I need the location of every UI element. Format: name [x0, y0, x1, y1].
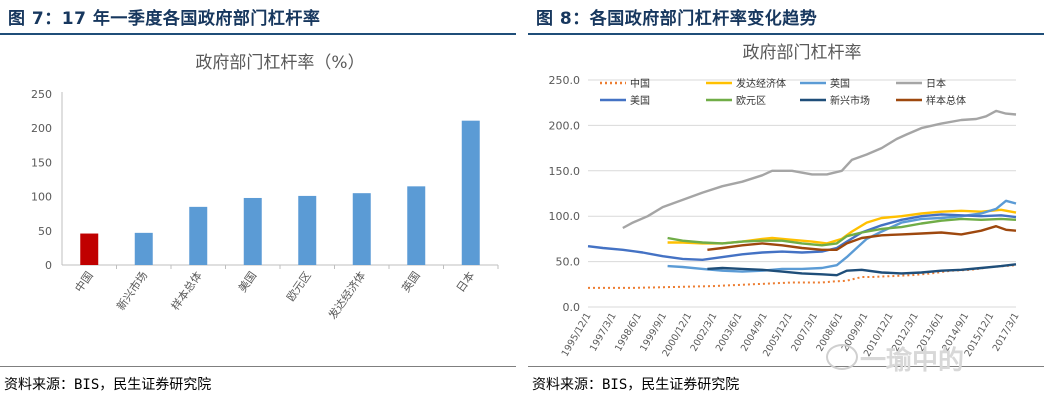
series-line-4 — [587, 213, 1017, 261]
y-tick-label: 0 — [45, 259, 52, 272]
x-category-label: 欧元区 — [284, 269, 314, 303]
chart-title: 政府部门杠杆率 — [743, 43, 862, 63]
series-line-6 — [707, 263, 1017, 277]
y-tick-label: 100.0 — [549, 210, 581, 223]
bar-6 — [407, 186, 426, 265]
bar-0 — [80, 233, 99, 265]
series-line-5 — [667, 217, 1017, 247]
legend-label: 新兴市场 — [830, 94, 870, 107]
footer-rule — [528, 366, 1044, 367]
y-tick-label: 100 — [31, 191, 52, 204]
bar-7 — [461, 120, 480, 266]
bar-chart: 政府部门杠杆率（%） 0 50 100 150 200 250 中国 新兴市场 样本总体 美国 欧元区… — [31, 53, 499, 322]
bar-1 — [134, 232, 153, 265]
series-line-3 — [622, 109, 1017, 230]
figure-8-title: 图 8：各国政府部门杠杆率变化趋势 — [536, 9, 818, 29]
figure-7-source: 资料来源：BIS，民生证券研究院 — [4, 377, 212, 393]
watermark-text: 一瑜中的 — [860, 346, 965, 376]
figure-7-title: 图 7：17 年一季度各国政府部门杠杆率 — [8, 9, 321, 29]
y-tick-label: 250.0 — [549, 74, 581, 87]
y-tick-label: 250 — [31, 88, 52, 101]
x-tick-label: 1995/12/1 — [560, 311, 594, 359]
y-tick-label: 150.0 — [549, 165, 581, 178]
y-tick-label: 50 — [38, 225, 52, 238]
legend-label: 美国 — [630, 94, 650, 107]
y-tick-label: 0.0 — [563, 301, 581, 314]
footer-rule — [0, 366, 516, 367]
legend-label: 欧元区 — [736, 95, 766, 107]
y-tick-label: 50.0 — [556, 256, 581, 269]
x-category-label: 中国 — [72, 269, 95, 294]
legend-label: 英国 — [830, 77, 850, 90]
x-category-label: 样本总体 — [168, 269, 205, 313]
wechat-watermark-icon — [826, 344, 858, 370]
x-category-label: 日本 — [453, 269, 477, 295]
chart-title: 政府部门杠杆率（%） — [195, 53, 364, 73]
x-category-label: 美国 — [236, 269, 259, 294]
bar-2 — [189, 206, 208, 265]
title-rule — [0, 33, 516, 35]
figure-8-source: 资料来源：BIS，民生证券研究院 — [532, 377, 740, 393]
line-chart: 政府部门杠杆率 0.0 50.0 100.0 150.0 200.0 250.0 1995/1… — [549, 43, 1022, 359]
right-figure: 图 8：各国政府部门杠杆率变化趋势 政府部门杠杆率 0.0 50.0 100.0 150… — [528, 0, 1048, 403]
x-category-label: 英国 — [399, 269, 423, 295]
series-line-7 — [707, 225, 1017, 251]
legend-label: 日本 — [926, 77, 946, 90]
title-rule — [528, 33, 1044, 35]
x-category-label: 发达经济体 — [325, 269, 368, 322]
bar-5 — [352, 193, 371, 265]
bar-4 — [298, 195, 317, 265]
y-tick-label: 200 — [31, 122, 52, 135]
bar-3 — [243, 197, 262, 265]
legend-label: 中国 — [630, 77, 650, 90]
y-tick-label: 150 — [31, 156, 52, 169]
left-figure: 图 7：17 年一季度各国政府部门杠杆率 政府部门杠杆率（%） 0 50 100 150… — [0, 0, 520, 403]
y-tick-label: 200.0 — [549, 119, 581, 132]
series-line-0 — [588, 264, 1017, 289]
legend-label: 样本总体 — [926, 94, 966, 107]
x-category-label: 新兴市场 — [114, 269, 151, 313]
legend-label: 发达经济体 — [736, 77, 786, 90]
